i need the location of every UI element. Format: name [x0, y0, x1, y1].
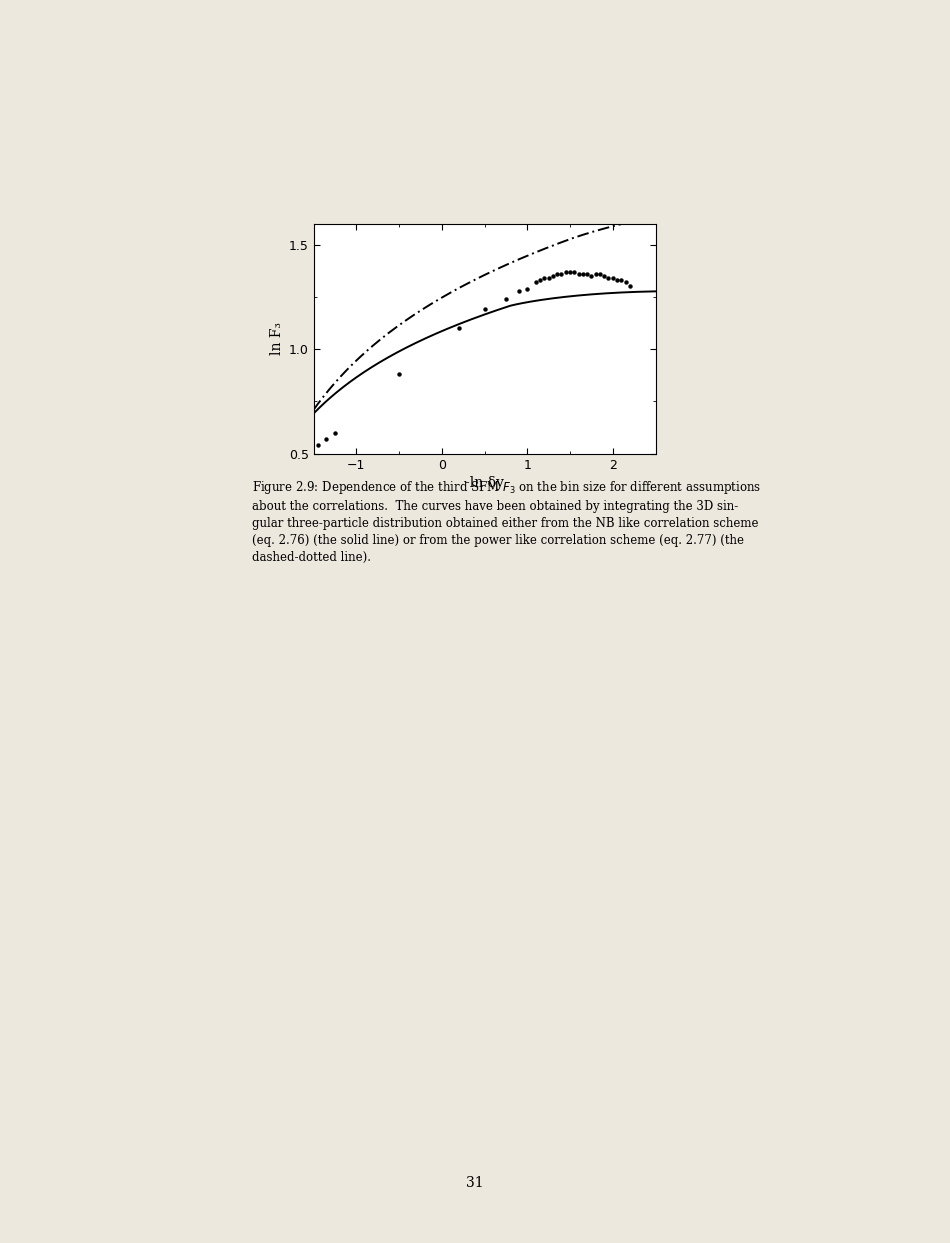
Text: Figure 2.9: Dependence of the third SFM $F_3$ on the bin size for different assu: Figure 2.9: Dependence of the third SFM …: [252, 479, 761, 563]
Text: 31: 31: [466, 1176, 484, 1191]
X-axis label: -ln δy: -ln δy: [466, 476, 504, 490]
Y-axis label: ln F₃: ln F₃: [271, 322, 284, 355]
